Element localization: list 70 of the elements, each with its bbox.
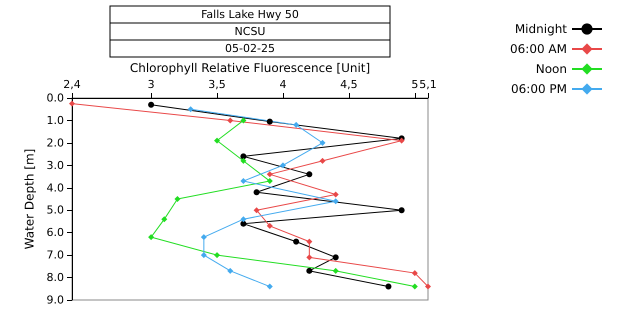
point — [266, 222, 273, 229]
point — [174, 196, 180, 202]
y-tick-label: 4.0 — [46, 181, 64, 194]
point — [266, 118, 273, 125]
point — [293, 238, 300, 245]
chart-title: Falls Lake Hwy 50 — [201, 8, 299, 21]
point — [240, 216, 246, 222]
chart-subtitle: NCSU — [234, 25, 266, 38]
x-tick-label: 3,5 — [208, 78, 226, 91]
x-tick-label: 5,1 — [419, 78, 437, 91]
y-tick-label: 3.0 — [46, 158, 64, 172]
point — [385, 284, 392, 290]
y-tick-label: 8.0 — [46, 271, 64, 284]
x-axis-title: Chlorophyll Relative Fluorescence [Unit] — [130, 61, 370, 76]
legend-label: 06:00 AM — [510, 42, 567, 56]
text: 05-02-25 — [225, 42, 275, 55]
point — [227, 117, 234, 124]
point — [332, 268, 339, 274]
point — [254, 189, 260, 196]
y-tick-label: 7.0 — [46, 248, 64, 262]
point — [306, 238, 312, 245]
point — [306, 268, 312, 274]
point — [412, 270, 418, 276]
point — [240, 220, 246, 227]
point — [214, 252, 220, 258]
point — [280, 162, 286, 168]
point — [200, 234, 207, 240]
x-tick-label: 4 — [279, 78, 286, 91]
point — [214, 138, 220, 144]
y-tick-label: 1.0 — [46, 114, 64, 127]
legend-label: 06:00 PM — [511, 82, 567, 96]
point — [227, 268, 234, 274]
y-tick-label: 2.0 — [46, 136, 64, 150]
legend-label: Noon — [536, 62, 567, 76]
point — [332, 192, 339, 198]
point — [200, 252, 207, 258]
point — [240, 117, 246, 124]
point — [412, 284, 418, 290]
y-tick-label: 0.0 — [46, 92, 64, 104]
point — [398, 138, 405, 144]
point — [69, 100, 75, 107]
point — [306, 254, 312, 260]
point — [161, 216, 168, 222]
point — [148, 102, 154, 108]
y-tick-label: 6.0 — [46, 226, 64, 240]
x-tick-label: 2,4 — [63, 78, 81, 91]
point — [188, 106, 194, 112]
y-tick-label: 9.0 — [46, 294, 64, 306]
point — [332, 198, 339, 204]
point — [266, 171, 273, 178]
point — [293, 122, 300, 128]
x-tick-label: 3 — [148, 78, 155, 91]
point — [148, 234, 154, 240]
y-tick-label: 5.0 — [46, 204, 64, 217]
point — [254, 207, 260, 214]
point — [266, 284, 273, 290]
x-tick-label: 5 — [411, 78, 418, 91]
point — [240, 178, 246, 184]
point — [320, 158, 326, 164]
point — [266, 178, 273, 184]
point — [240, 153, 246, 160]
point — [306, 171, 312, 178]
point — [332, 254, 339, 260]
point — [240, 158, 246, 164]
y-axis-title: Water Depth [m] — [22, 148, 37, 250]
point — [398, 207, 405, 214]
x-tick-label: 4,5 — [340, 78, 358, 91]
point — [320, 140, 326, 146]
point — [425, 284, 431, 290]
legend-label: Midnight — [514, 22, 568, 36]
